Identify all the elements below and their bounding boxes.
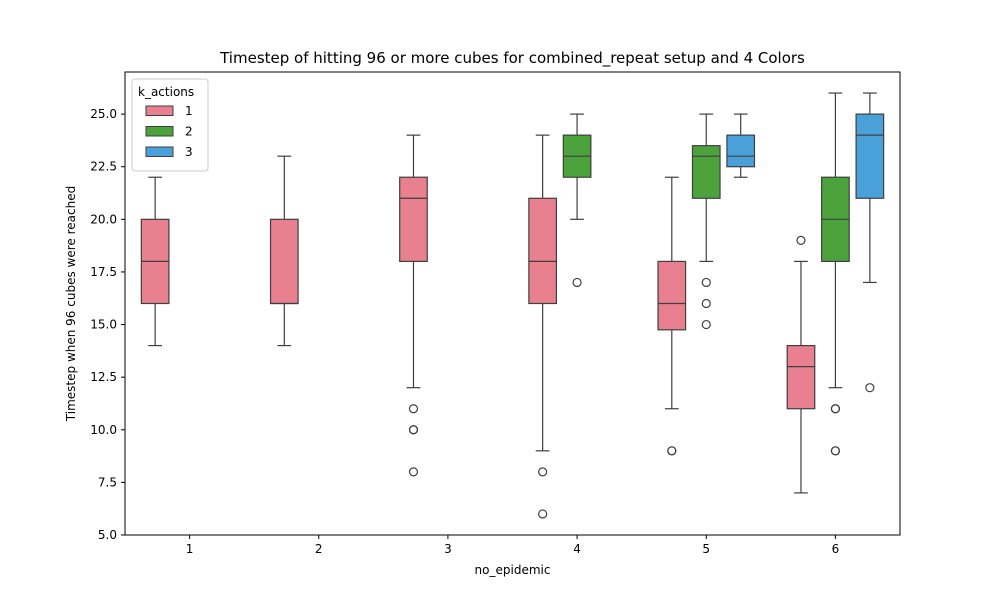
box-iqr: [855, 113, 885, 199]
x-tick-label: 3: [444, 542, 452, 556]
outlier-point: [830, 404, 841, 414]
axes: 5.0 7.5 10.0 12.5 15.0 17.5 20.0 22.5 25.0 1 2 3 4 5 6: [90, 107, 839, 556]
plot-frame: [124, 71, 901, 536]
outlier-point: [701, 319, 711, 330]
outlier-point: [701, 277, 711, 288]
box-iqr: [657, 260, 687, 331]
y-tick-label: 7.5: [98, 475, 117, 489]
y-tick-label: 15.0: [90, 318, 117, 332]
box-group-series-2-category-4: [562, 113, 592, 288]
box-iqr: [726, 134, 756, 168]
x-tick-label: 6: [832, 542, 840, 556]
outlier-point: [701, 298, 711, 309]
outlier-point: [667, 446, 677, 456]
plot-area: [140, 92, 885, 519]
y-tick-label: 20.0: [90, 212, 117, 226]
legend-label-2: 2: [185, 125, 193, 139]
x-tick-label: 5: [702, 542, 710, 556]
legend-label-3: 3: [185, 145, 193, 159]
box-iqr: [691, 145, 721, 199]
legend-title: k_actions: [138, 85, 194, 99]
legend-label-1: 1: [185, 104, 193, 118]
box-group-series-1-category-3: [399, 134, 428, 477]
y-tick-label: 5.0: [98, 528, 117, 542]
outlier-point: [830, 446, 841, 456]
box-group-series-3-category-5: [726, 113, 756, 178]
y-tick-label: 22.5: [90, 160, 117, 174]
outlier-point: [538, 467, 548, 477]
box-iqr: [399, 176, 428, 263]
y-axis-label: Timestep when 96 cubes were reached: [64, 186, 78, 422]
box-group-series-1-category-2: [269, 155, 299, 347]
legend: k_actions 1 2 3: [131, 78, 209, 172]
box-iqr: [269, 218, 299, 305]
y-tick-label: 25.0: [90, 107, 117, 121]
outlier-point: [408, 467, 419, 477]
outlier-point: [408, 425, 419, 435]
outlier-point: [572, 277, 582, 288]
box-group-series-1-category-5: [657, 176, 687, 456]
x-tick-label: 2: [315, 542, 323, 556]
outlier-point: [796, 235, 806, 245]
x-axis-label: no_epidemic: [475, 563, 551, 577]
x-tick-label: 1: [186, 542, 194, 556]
box-group-series-1-category-4: [528, 134, 558, 519]
y-tick-label: 12.5: [90, 370, 117, 384]
outlier-point: [865, 383, 875, 393]
box-group-series-1-category-1: [140, 176, 170, 347]
box-group-series-2-category-6: [821, 92, 850, 456]
chart-title: Timestep of hitting 96 or more cubes for…: [219, 49, 805, 68]
box-group-series-1-category-6: [786, 235, 816, 494]
box-group-series-2-category-5: [691, 113, 721, 330]
y-tick-label: 10.0: [90, 423, 117, 437]
outlier-point: [408, 404, 419, 414]
box-iqr: [528, 197, 558, 305]
legend-swatch-2: [145, 126, 174, 137]
outlier-point: [538, 509, 548, 519]
legend-swatch-3: [145, 146, 174, 157]
y-tick-label: 17.5: [90, 265, 117, 279]
box-iqr: [786, 344, 816, 410]
x-tick-label: 4: [573, 542, 581, 556]
box-group-series-3-category-6: [855, 92, 885, 393]
legend-swatch-1: [145, 105, 174, 116]
